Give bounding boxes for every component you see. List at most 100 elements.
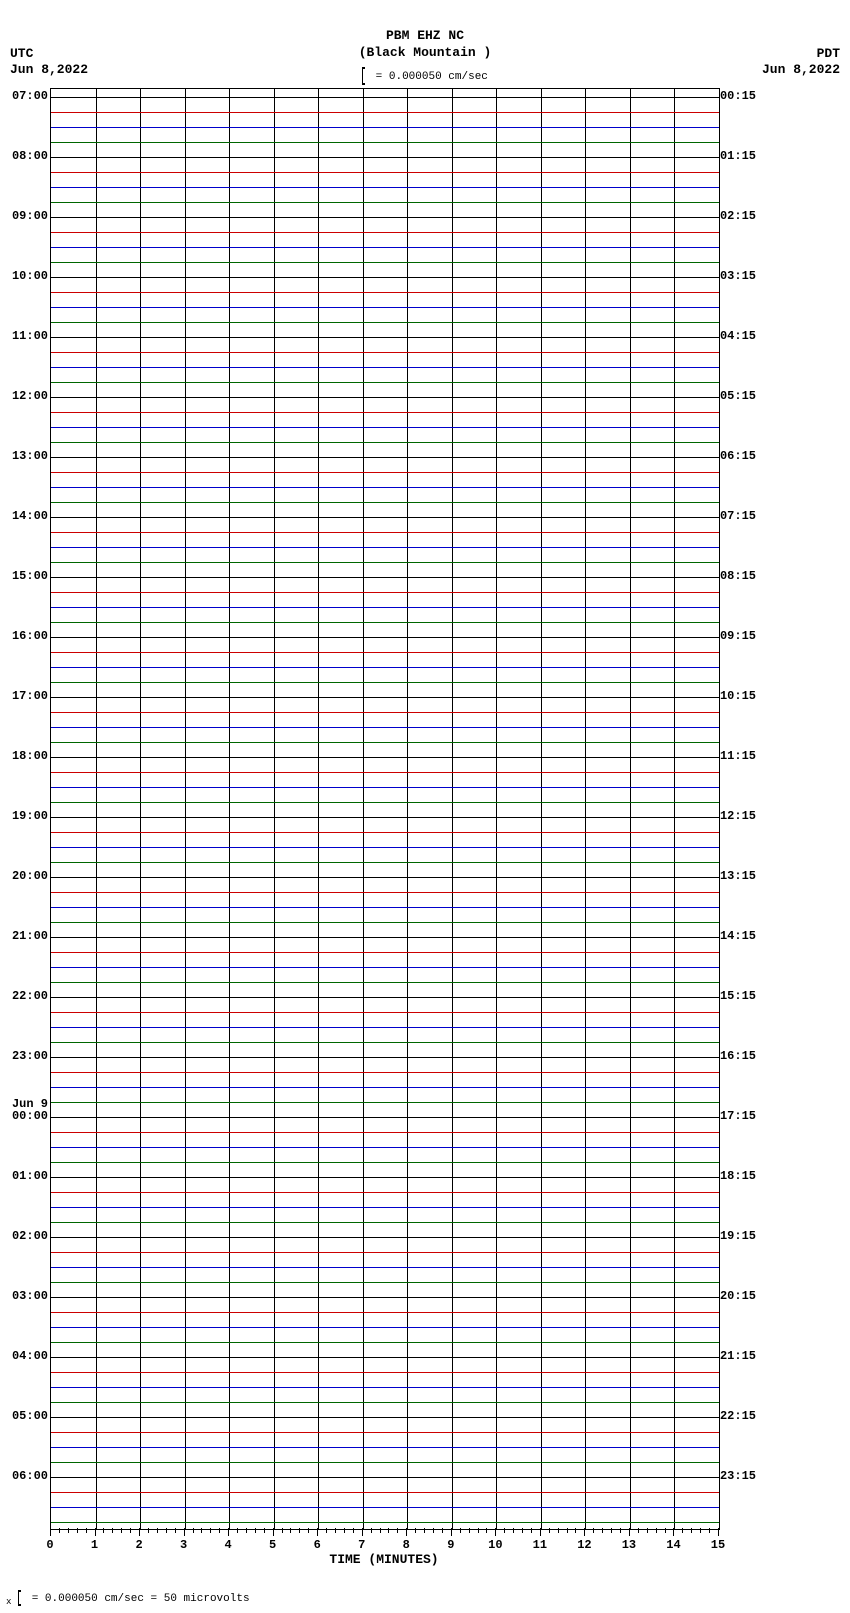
scale-text: = 0.000050 cm/sec — [369, 71, 488, 83]
seismic-trace — [51, 187, 719, 189]
seismic-trace — [51, 1102, 719, 1104]
seismic-trace — [51, 352, 719, 354]
pdt-hour-label: 01:15 — [720, 150, 756, 162]
x-tick-minor — [77, 1528, 78, 1533]
x-tick-minor — [415, 1528, 416, 1533]
seismic-trace — [51, 742, 719, 744]
x-tick-minor — [433, 1528, 434, 1533]
seismic-trace — [51, 412, 719, 414]
x-tick-minor — [210, 1528, 211, 1533]
day-label: Jun 9 — [4, 1098, 48, 1110]
pdt-hour-label: 00:15 — [720, 90, 756, 102]
x-tick-minor — [682, 1528, 683, 1533]
seismic-trace — [51, 232, 719, 234]
x-tick-label: 8 — [403, 1538, 410, 1552]
utc-hour-label: 18:00 — [4, 750, 48, 762]
seismic-trace — [51, 1387, 719, 1389]
seismic-trace — [51, 982, 719, 984]
x-tick-minor — [282, 1528, 283, 1533]
x-tick-minor — [691, 1528, 692, 1533]
x-tick-minor — [442, 1528, 443, 1533]
x-tick-minor — [121, 1528, 122, 1533]
x-tick — [50, 1528, 51, 1536]
scale-bar-icon — [362, 67, 365, 85]
x-tick — [718, 1528, 719, 1536]
x-tick-minor — [513, 1528, 514, 1533]
seismic-trace — [51, 862, 719, 864]
seismic-trace — [51, 1342, 719, 1344]
seismic-trace — [51, 967, 719, 969]
seismic-trace — [51, 157, 719, 159]
seismic-trace — [51, 847, 719, 849]
seismic-trace — [51, 577, 719, 579]
seismic-trace — [51, 1402, 719, 1404]
seismic-trace — [51, 877, 719, 879]
x-tick — [673, 1528, 674, 1536]
seismic-trace — [51, 1417, 719, 1419]
tz-left-name: UTC — [10, 46, 88, 62]
pdt-hour-label: 20:15 — [720, 1290, 756, 1302]
x-tick — [273, 1528, 274, 1536]
seismic-trace — [51, 772, 719, 774]
pdt-hour-label: 16:15 — [720, 1050, 756, 1062]
seismic-trace — [51, 727, 719, 729]
seismic-trace — [51, 1087, 719, 1089]
seismic-trace — [51, 682, 719, 684]
seismic-trace — [51, 1207, 719, 1209]
x-tick-minor — [148, 1528, 149, 1533]
pdt-hour-label: 06:15 — [720, 450, 756, 462]
seismic-trace — [51, 1507, 719, 1509]
scale-indicator: = 0.000050 cm/sec — [0, 67, 850, 85]
seismic-trace — [51, 562, 719, 564]
seismic-trace — [51, 1522, 719, 1524]
seismic-trace — [51, 607, 719, 609]
x-tick-minor — [388, 1528, 389, 1533]
seismic-trace — [51, 1027, 719, 1029]
seismic-trace — [51, 1042, 719, 1044]
seismic-trace — [51, 457, 719, 459]
seismic-trace — [51, 142, 719, 144]
seismic-trace — [51, 817, 719, 819]
pdt-hour-label: 08:15 — [720, 570, 756, 582]
seismic-trace — [51, 952, 719, 954]
x-tick-minor — [549, 1528, 550, 1533]
x-tick — [317, 1528, 318, 1536]
seismic-trace — [51, 1327, 719, 1329]
x-tick-minor — [290, 1528, 291, 1533]
pdt-hour-label: 22:15 — [720, 1410, 756, 1422]
x-tick-label: 9 — [447, 1538, 454, 1552]
seismic-trace — [51, 1132, 719, 1134]
tz-right-date: Jun 8,2022 — [762, 62, 840, 78]
x-tick-minor — [380, 1528, 381, 1533]
seismic-trace — [51, 1477, 719, 1479]
utc-hour-label: 11:00 — [4, 330, 48, 342]
x-tick-minor — [175, 1528, 176, 1533]
timezone-left: UTC Jun 8,2022 — [10, 46, 88, 79]
seismic-trace — [51, 277, 719, 279]
seismic-trace — [51, 667, 719, 669]
seismic-trace — [51, 1222, 719, 1224]
x-tick-minor — [531, 1528, 532, 1533]
seismogram-container: PBM EHZ NC (Black Mountain ) = 0.000050 … — [0, 0, 850, 1613]
seismic-trace — [51, 517, 719, 519]
pdt-hour-label: 13:15 — [720, 870, 756, 882]
pdt-hour-label: 18:15 — [720, 1170, 756, 1182]
utc-hour-label: 03:00 — [4, 1290, 48, 1302]
seismic-trace — [51, 262, 719, 264]
utc-hour-label: 17:00 — [4, 690, 48, 702]
seismic-trace — [51, 202, 719, 204]
utc-hour-label: 12:00 — [4, 390, 48, 402]
seismic-trace — [51, 787, 719, 789]
x-tick-minor — [353, 1528, 354, 1533]
pdt-hour-label: 15:15 — [720, 990, 756, 1002]
seismic-trace — [51, 1357, 719, 1359]
x-tick-minor — [246, 1528, 247, 1533]
x-tick-label: 15 — [711, 1538, 725, 1552]
utc-hour-label: 04:00 — [4, 1350, 48, 1362]
seismic-trace — [51, 937, 719, 939]
seismic-trace — [51, 247, 719, 249]
x-tick-label: 13 — [622, 1538, 636, 1552]
x-tick-minor — [397, 1528, 398, 1533]
x-tick-minor — [308, 1528, 309, 1533]
seismic-trace — [51, 697, 719, 699]
